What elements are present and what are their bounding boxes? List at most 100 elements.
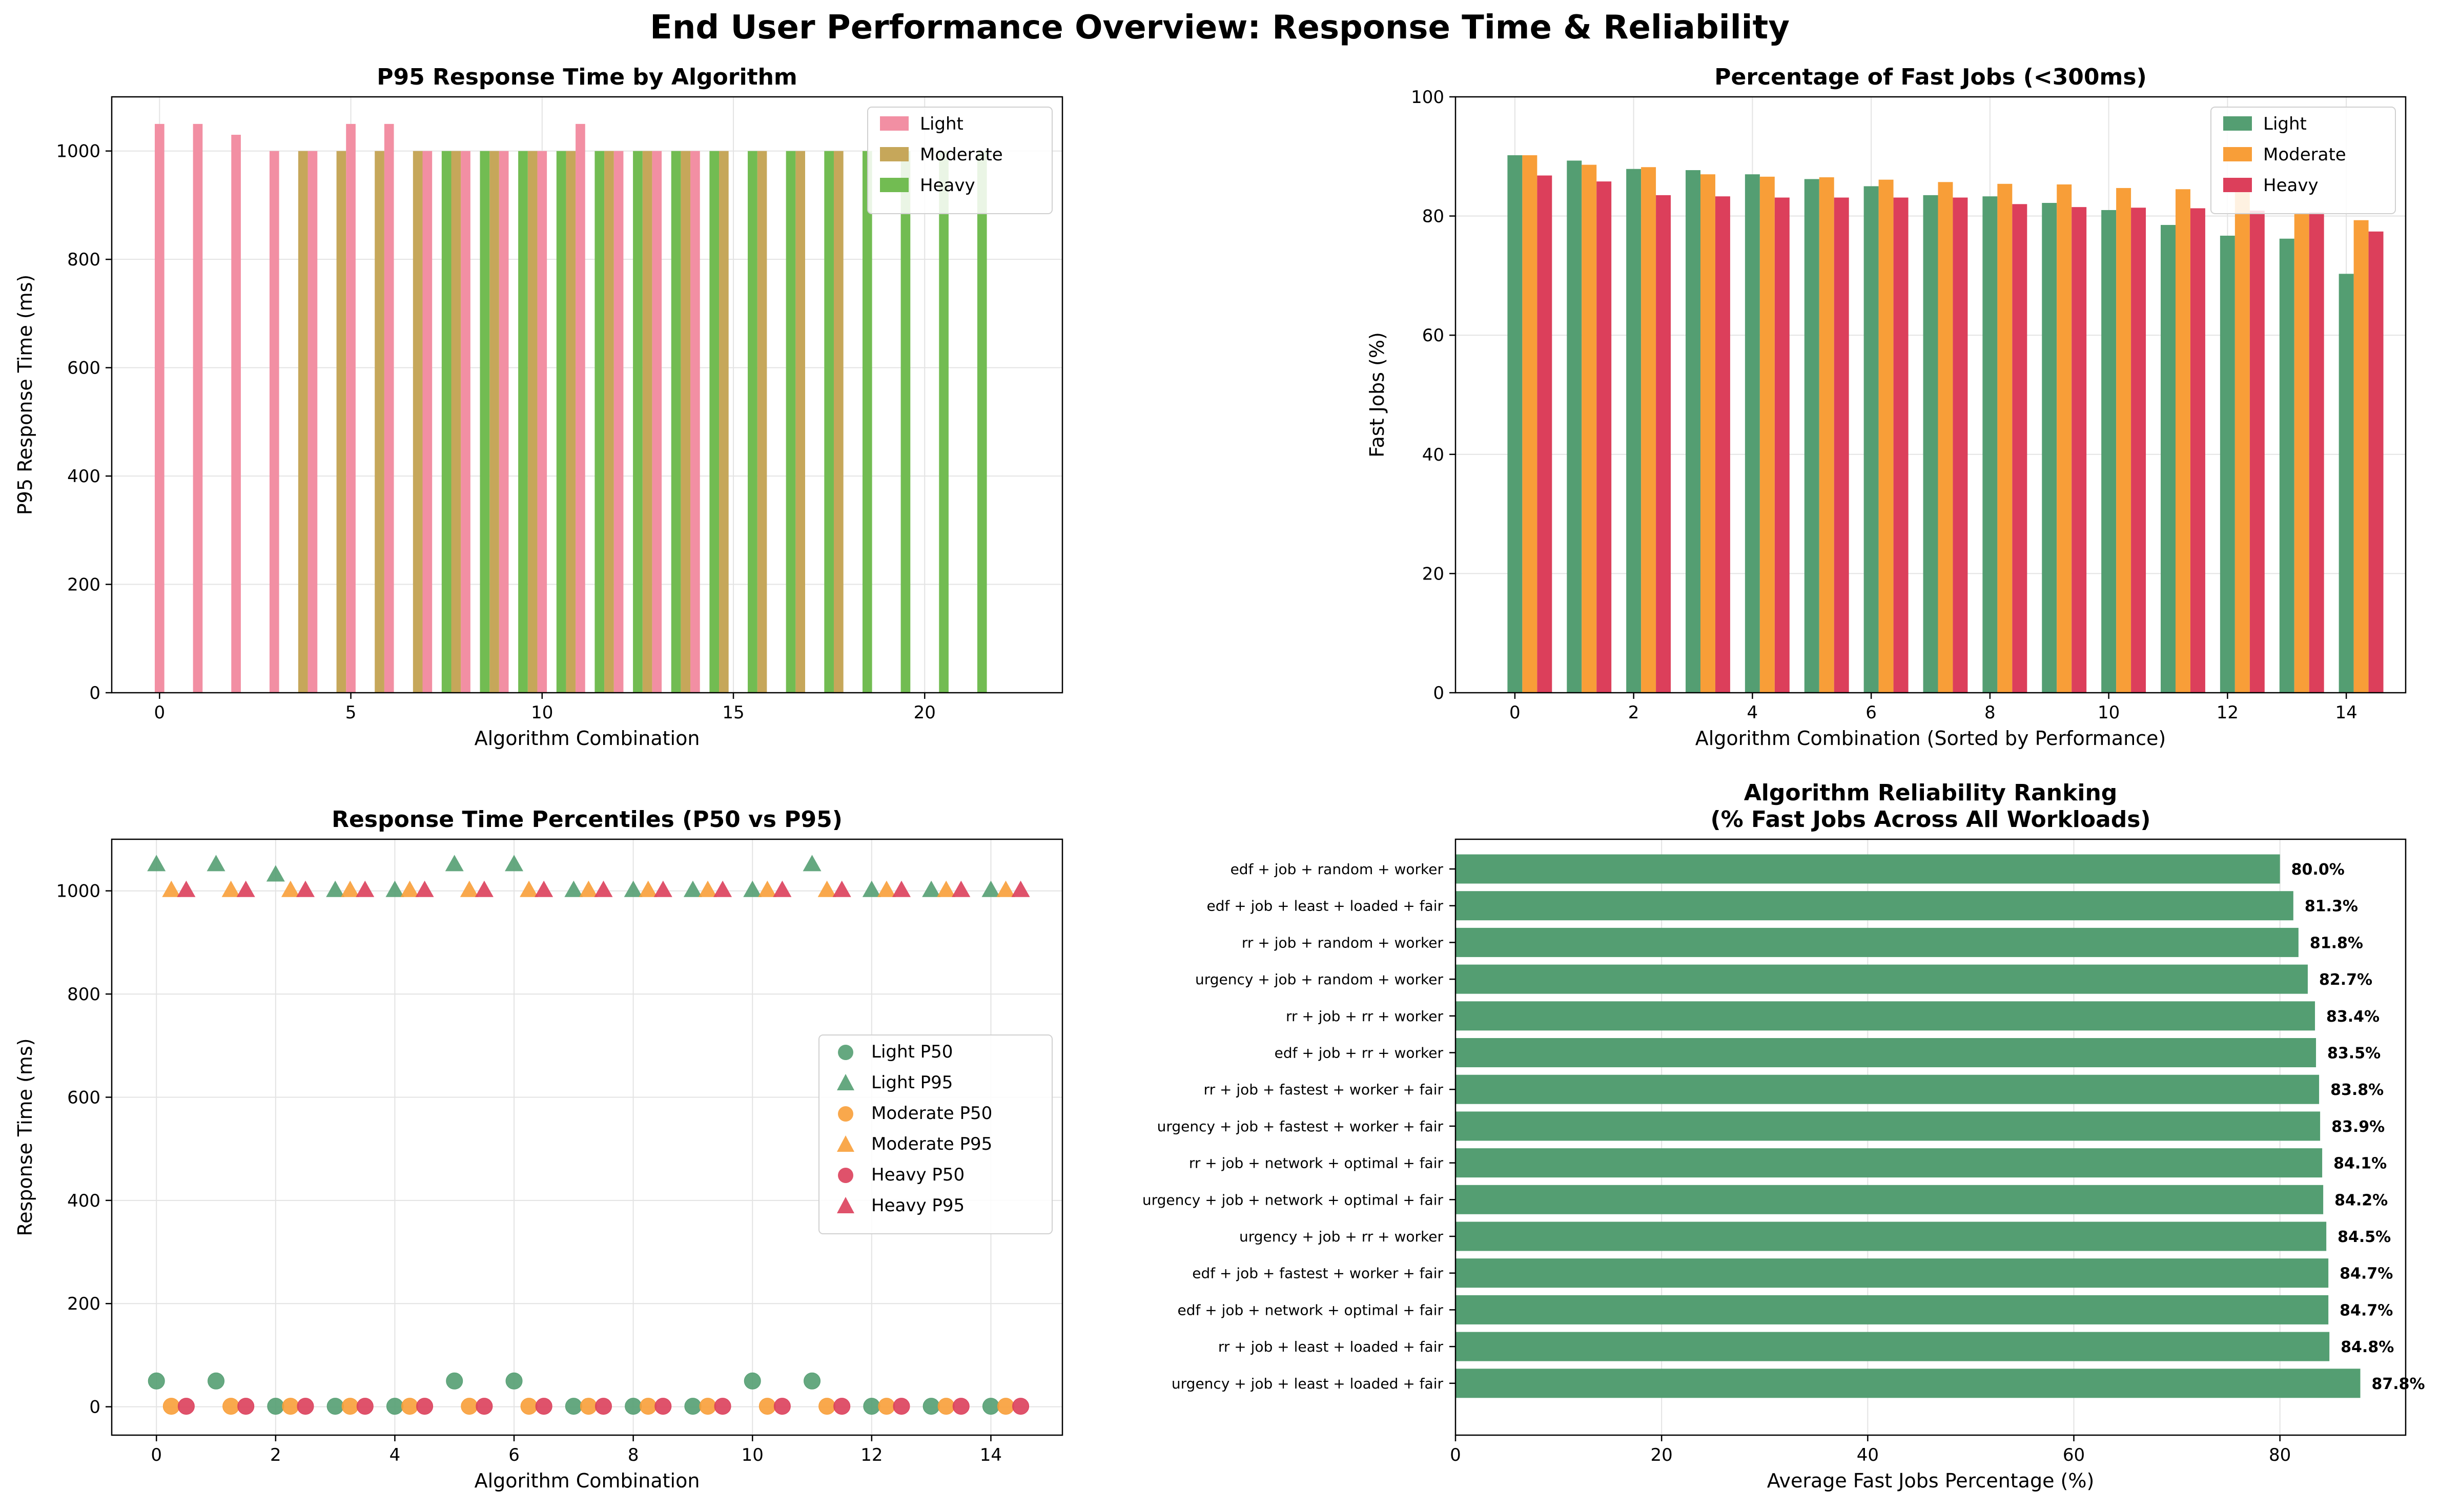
x-tick-label: 20 (914, 702, 936, 723)
ranking-category-label: rr + job + network + optimal + fair (1189, 1155, 1444, 1172)
point-light-p95 (981, 880, 1000, 897)
legend-swatch (880, 178, 909, 192)
x-tick-label: 4 (389, 1445, 401, 1465)
point-heavy-p50 (416, 1398, 434, 1415)
bar-heavy (1953, 197, 1968, 693)
point-light-p50 (982, 1398, 999, 1415)
point-moderate-p50 (937, 1398, 955, 1415)
bar-heavy (2012, 204, 2027, 693)
y-axis-label: Fast Jobs (%) (1366, 332, 1388, 458)
bar-moderate (2116, 188, 2131, 693)
point-moderate-p50 (282, 1398, 299, 1415)
point-moderate-p95 (579, 880, 598, 897)
bar-moderate (2175, 189, 2190, 693)
ranking-bar (1455, 1001, 2315, 1031)
x-axis-label: Algorithm Combination (Sorted by Perform… (1695, 727, 2166, 750)
legend-label: Moderate P50 (871, 1103, 992, 1124)
x-axis-label: Average Fast Jobs Percentage (%) (1767, 1469, 2095, 1492)
bar-light (690, 151, 700, 693)
bar-moderate (795, 151, 805, 693)
bar-light (652, 151, 662, 693)
bar-light (2042, 203, 2057, 693)
bar-light (1745, 174, 1760, 693)
ranking-data-label: 84.7% (2340, 1301, 2393, 1319)
point-moderate-p95 (520, 880, 539, 897)
legend-label: Heavy P95 (871, 1195, 965, 1216)
bar-heavy (480, 151, 490, 693)
point-moderate-p50 (818, 1398, 836, 1415)
point-moderate-p50 (401, 1398, 419, 1415)
point-moderate-p95 (460, 880, 479, 897)
point-moderate-p95 (996, 880, 1015, 897)
y-tick-label: 600 (67, 358, 100, 379)
point-moderate-p50 (222, 1398, 240, 1415)
point-heavy-p50 (297, 1398, 314, 1415)
point-heavy-p95 (653, 880, 672, 897)
x-tick-label: 8 (628, 1445, 639, 1465)
point-light-p95 (385, 880, 404, 897)
bar-heavy (939, 151, 949, 693)
ranking-bar (1455, 1258, 2329, 1288)
ranking-category-label: edf + job + random + worker (1231, 861, 1444, 878)
x-tick-label: 6 (1865, 702, 1877, 723)
x-axis-label: Algorithm Combination (475, 1469, 700, 1492)
y-tick-label: 20 (1422, 564, 1444, 584)
point-heavy-p95 (832, 880, 851, 897)
bar-light (2279, 238, 2294, 693)
y-tick-label: 40 (1422, 445, 1444, 465)
y-tick-label: 60 (1422, 325, 1444, 346)
ranking-category-label: urgency + job + rr + worker (1239, 1228, 1443, 1245)
point-heavy-p50 (535, 1398, 552, 1415)
point-moderate-p50 (878, 1398, 895, 1415)
ranking-bar (1455, 1074, 2320, 1104)
ranking-data-label: 84.7% (2340, 1265, 2393, 1283)
point-heavy-p50 (654, 1398, 672, 1415)
bar-moderate (719, 151, 729, 693)
bar-light (1923, 195, 1938, 693)
ranking-category-label: urgency + job + random + worker (1195, 971, 1444, 988)
point-heavy-p50 (773, 1398, 791, 1415)
chart-title: Percentage of Fast Jobs (<300ms) (1714, 64, 2146, 90)
ranking-data-label: 84.5% (2338, 1228, 2391, 1246)
ranking-data-label: 82.7% (2319, 971, 2372, 989)
point-heavy-p95 (475, 880, 494, 897)
point-heavy-p95 (773, 880, 792, 897)
bar-moderate (1997, 183, 2013, 693)
x-tick-label: 10 (742, 1445, 764, 1465)
bar-light (2220, 235, 2235, 693)
point-heavy-p50 (476, 1398, 493, 1415)
bar-heavy (2072, 207, 2087, 693)
point-heavy-p50 (1012, 1398, 1030, 1415)
point-heavy-p95 (713, 880, 732, 897)
bar-moderate (2057, 184, 2072, 693)
legend-box (2210, 107, 2396, 214)
point-light-p50 (446, 1372, 463, 1390)
legend-swatch (838, 1106, 853, 1122)
plot-frame (1454, 838, 2407, 1436)
x-tick-label: 15 (722, 702, 744, 723)
point-light-p50 (744, 1372, 761, 1390)
point-heavy-p50 (237, 1398, 255, 1415)
bar-light (154, 123, 165, 693)
y-tick-label: 0 (89, 1397, 100, 1418)
bar-light (576, 123, 585, 693)
bar-light (499, 151, 509, 693)
point-light-p50 (804, 1372, 821, 1390)
ranking-data-label: 87.8% (2372, 1375, 2425, 1393)
bar-moderate (375, 151, 384, 693)
point-heavy-p95 (177, 880, 196, 897)
point-moderate-p50 (640, 1398, 657, 1415)
bar-moderate (757, 151, 767, 693)
bar-moderate (1700, 174, 1715, 693)
legend-label: Light P50 (871, 1042, 953, 1062)
bar-moderate (1759, 176, 1775, 693)
x-tick-label: 0 (1450, 1445, 1461, 1465)
legend-label: Light P95 (871, 1072, 953, 1093)
ranking-bar (1455, 964, 2308, 994)
point-light-p95 (683, 880, 702, 897)
bar-heavy (2131, 208, 2146, 693)
point-light-p95 (445, 855, 464, 872)
point-moderate-p50 (162, 1398, 180, 1415)
